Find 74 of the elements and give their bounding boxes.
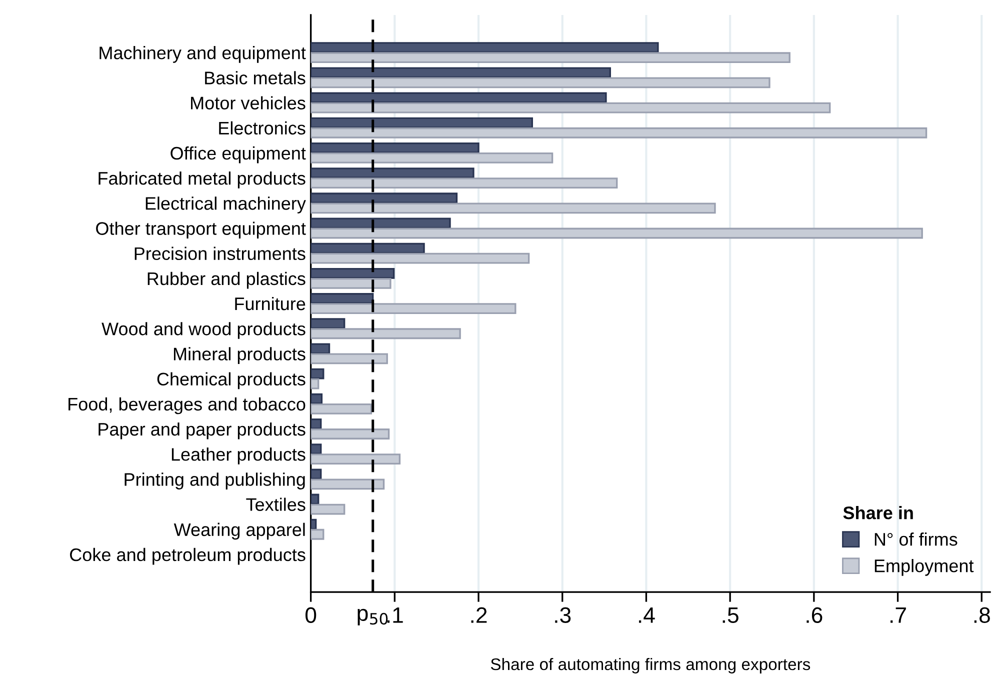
y-tick-label: Coke and petroleum products: [70, 548, 306, 565]
y-tick-label: Textiles: [246, 498, 306, 511]
y-tick-label: Fabricated metal products: [98, 172, 306, 188]
bar: [310, 468, 322, 480]
y-tick-label: Furniture: [235, 296, 306, 310]
bar: [310, 268, 395, 279]
bar: [310, 343, 330, 354]
x-tick-label: .8: [974, 607, 990, 623]
y-tick-label: Leather products: [172, 448, 306, 464]
bar: [310, 318, 346, 330]
bar: [310, 228, 923, 239]
bar: [310, 303, 516, 314]
bar: [310, 67, 611, 78]
bar: [310, 428, 390, 440]
bar: [310, 52, 790, 64]
bar: [310, 278, 392, 289]
x-tick-label: .3: [555, 607, 571, 623]
bar: [310, 142, 480, 154]
bar: [310, 77, 770, 88]
y-tick-label: Office equipment: [170, 146, 306, 164]
bar: [310, 242, 425, 254]
bar: [310, 202, 716, 214]
legend-label: N° of firms: [874, 532, 958, 546]
bar: [310, 444, 322, 455]
bar: [310, 403, 372, 414]
x-tick-label: .5: [722, 607, 738, 623]
y-tick-label: Electronics: [219, 121, 306, 135]
legend-label: Employment: [874, 559, 974, 576]
y-tick-label: Wood and wood products: [102, 322, 306, 339]
bar: [310, 168, 474, 178]
y-tick-label: Printing and publishing: [124, 472, 305, 490]
y-tick-label: Chemical products: [157, 372, 306, 390]
y-tick-label: Food, beverages and tobacco: [68, 397, 306, 414]
x-tick-label: .1: [387, 607, 403, 623]
legend-title: Share in: [843, 506, 913, 520]
y-tick-label: Machinery and equipment: [100, 46, 306, 63]
y-tick-label: Electrical machinery: [146, 196, 306, 214]
y-tick-label: Rubber and plastics: [148, 272, 306, 289]
bar: [310, 102, 831, 114]
bar: [310, 328, 461, 340]
y-tick-label: Paper and paper products: [98, 422, 306, 440]
bar: [310, 368, 324, 380]
y-tick-label: Wearing apparel: [174, 522, 305, 540]
y-tick-label: Mineral products: [174, 347, 306, 364]
bar: [310, 528, 324, 540]
x-tick-label: .2: [471, 607, 487, 623]
bar: [310, 117, 534, 128]
bar: [310, 42, 659, 54]
x-tick-label: .4: [638, 607, 655, 623]
bar: [310, 353, 388, 364]
x-tick-label: 0: [306, 607, 316, 623]
bar: [310, 293, 374, 304]
bar: [310, 378, 320, 390]
bar: [310, 152, 554, 164]
y-tick-label: Motor vehicles: [191, 96, 306, 110]
bar: [310, 92, 607, 104]
bar: [310, 393, 323, 404]
bar: [310, 218, 451, 229]
y-tick-label: Other transport equipment: [96, 222, 306, 239]
bar: [310, 192, 458, 204]
bar: [310, 454, 401, 465]
bar: [310, 418, 322, 430]
ref-line-label: p$_{50}$: [358, 608, 388, 626]
x-tick-label: .6: [806, 607, 822, 623]
y-tick-label: Basic metals: [205, 71, 306, 84]
y-tick-label: Precision instruments: [134, 246, 306, 260]
bar: [310, 478, 385, 490]
bar: [310, 504, 346, 515]
x-tick-label: .7: [890, 607, 906, 623]
x-axis-title: Share of automating firms among exporters: [490, 658, 810, 674]
bar: [310, 127, 928, 138]
bar: [310, 494, 320, 505]
bar: [310, 178, 618, 189]
bar: [310, 252, 530, 264]
